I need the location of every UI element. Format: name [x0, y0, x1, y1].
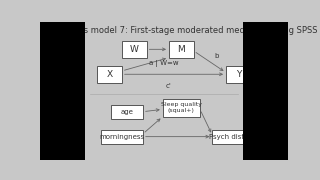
Text: a | W=w: a | W=w — [149, 60, 179, 67]
FancyBboxPatch shape — [101, 130, 143, 144]
Text: X: X — [106, 70, 113, 79]
Text: Sleep quality
(squal+): Sleep quality (squal+) — [161, 102, 202, 113]
FancyBboxPatch shape — [226, 66, 251, 83]
FancyBboxPatch shape — [169, 41, 194, 58]
FancyBboxPatch shape — [111, 105, 143, 119]
Text: age: age — [120, 109, 133, 115]
Bar — [40, 22, 84, 160]
Text: Psych distress: Psych distress — [209, 134, 258, 140]
FancyBboxPatch shape — [122, 41, 147, 58]
FancyBboxPatch shape — [163, 98, 200, 116]
Bar — [244, 22, 288, 160]
Text: Y: Y — [236, 70, 241, 79]
Text: Process model 7: First-stage moderated mediation using SPSS: Process model 7: First-stage moderated m… — [56, 26, 317, 35]
Text: M: M — [178, 45, 185, 54]
Text: morningness: morningness — [99, 134, 144, 140]
Text: b: b — [214, 53, 218, 58]
Text: c': c' — [166, 83, 172, 89]
FancyBboxPatch shape — [97, 66, 122, 83]
FancyBboxPatch shape — [212, 130, 254, 144]
Text: W: W — [130, 45, 139, 54]
